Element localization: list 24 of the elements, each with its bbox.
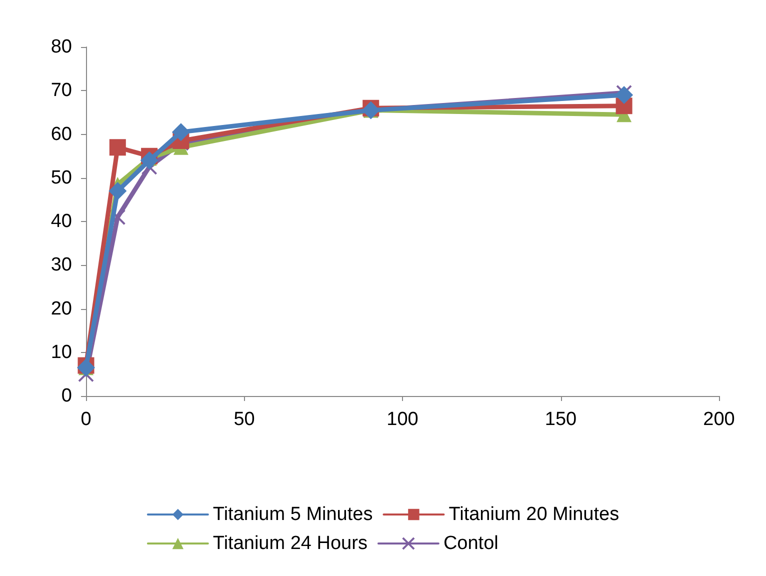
legend-label: Titanium 24 Hours xyxy=(212,533,368,554)
x-tick-label: 100 xyxy=(386,409,418,430)
y-tick-label: 40 xyxy=(50,211,72,232)
y-tick-label: 80 xyxy=(50,36,72,58)
y-tick-label: 60 xyxy=(50,124,72,145)
x-tick-label: 50 xyxy=(234,409,255,430)
x-tick-label: 0 xyxy=(80,409,92,430)
y-tick-label: 0 xyxy=(61,386,72,406)
x-tick-label: 150 xyxy=(544,409,577,430)
point xyxy=(109,139,126,156)
y-tick-label: 70 xyxy=(50,80,72,102)
y-tick-label: 20 xyxy=(50,298,72,320)
y-tick-label: 50 xyxy=(50,167,72,188)
point xyxy=(140,151,158,170)
point xyxy=(172,123,190,142)
legend-label: Titanium 5 Minutes xyxy=(212,504,373,525)
legend-label: Contol xyxy=(443,533,498,554)
point xyxy=(110,209,126,226)
point xyxy=(108,182,127,200)
point xyxy=(615,86,634,104)
legend-label: Titanium 20 Minutes xyxy=(448,504,620,525)
y-tick-label: 10 xyxy=(50,342,72,363)
y-tick-label: 30 xyxy=(50,254,72,276)
x-tick-label: 200 xyxy=(703,409,735,430)
